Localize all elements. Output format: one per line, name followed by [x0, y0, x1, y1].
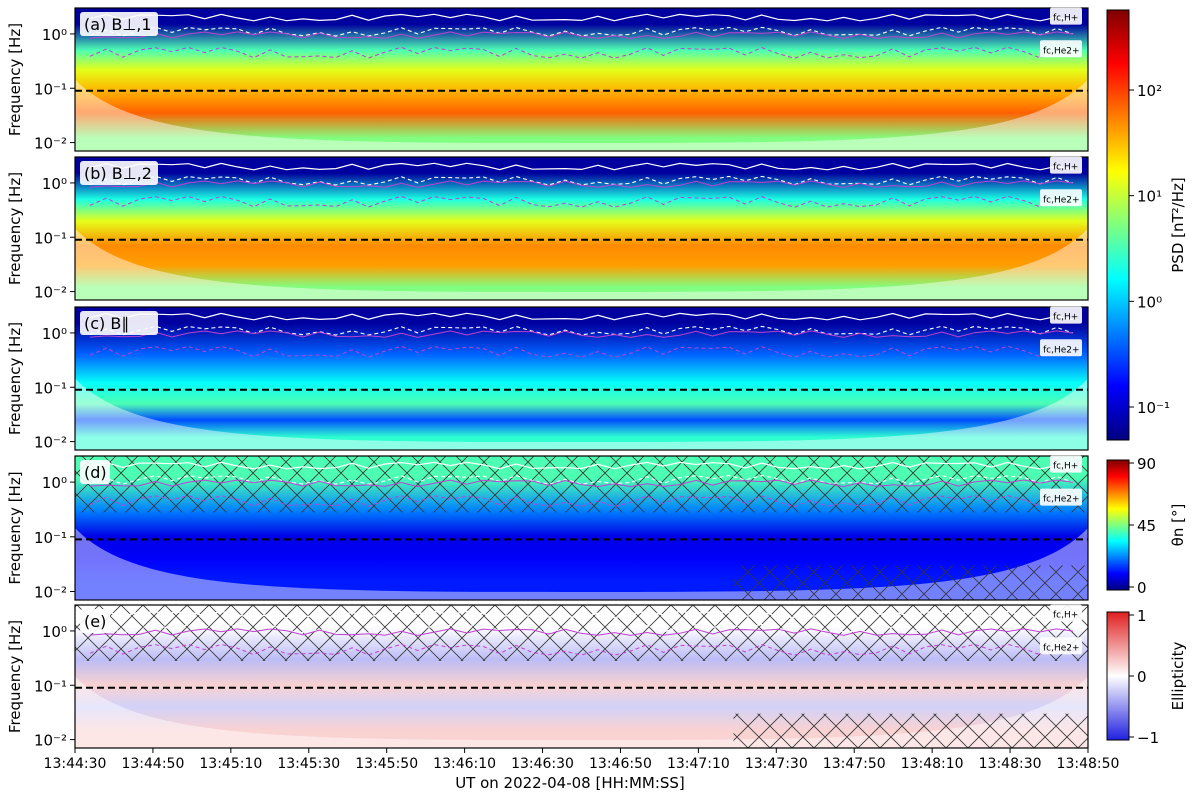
y-tick-label: 10⁻¹ [34, 80, 67, 98]
fc-h-curve [89, 610, 1074, 619]
colorbar-tick-label: 10⁻¹ [1137, 399, 1170, 417]
cone-of-influence [75, 307, 1088, 450]
x-tick-label: 13:48:50 [1057, 756, 1120, 772]
colorbar-tick-label: 90 [1137, 455, 1156, 473]
theta-colorbar: 90 45 0 θn [°] [1106, 455, 1187, 597]
y-tick-label: 10⁻² [34, 284, 67, 302]
hatched-region-right [733, 713, 1088, 748]
y-axis-label: Frequency [Hz] [6, 620, 24, 733]
fc-h-curve [89, 162, 1074, 171]
fc-he-curve [89, 180, 1074, 188]
x-axis-ticks: 13:44:30 13:44:50 13:45:10 13:45:30 13:45:50… [44, 748, 1120, 772]
x-tick-label: 13:44:50 [121, 756, 184, 772]
ellipticity-colorbar: 1 0 −1 Ellipticity [1106, 607, 1187, 747]
fc-he-curve [89, 31, 1074, 39]
panel-label: (c) B∥ [84, 314, 129, 333]
fc-he-curve [89, 330, 1074, 338]
fc-he-annotation: fc,He2+ [1043, 46, 1080, 56]
x-tick-label: 13:47:10 [667, 756, 730, 772]
panel-label: (b) B⊥,2 [84, 164, 152, 183]
fc-he-half-curve [89, 195, 1074, 208]
fc-he-curve [89, 628, 1074, 636]
y-tick-label: 10⁻² [34, 434, 67, 452]
x-tick-label: 13:47:30 [745, 756, 808, 772]
fc-he-annotation: fc,He2+ [1043, 195, 1080, 205]
ellipticity-colorbar-label: Ellipticity [1169, 642, 1187, 711]
y-axis-label: Frequency [Hz] [6, 471, 24, 584]
x-axis-label: UT on 2022-04-08 [HH:MM:SS] [455, 774, 685, 792]
fc-h-annotation: fc,H+ [1053, 611, 1078, 621]
x-tick-label: 13:47:50 [823, 756, 886, 772]
fc-he-half-curve [89, 643, 1074, 656]
spectrogram-field [75, 307, 1088, 450]
panel-c: 10⁰ 10⁻¹ 10⁻² Frequency [Hz] (c) B∥ fc,H+ fc,H… [6, 306, 1089, 452]
spectrogram-field [75, 157, 1088, 300]
colorbar-tick-label: 1 [1137, 607, 1147, 625]
x-tick-label: 13:44:30 [44, 756, 107, 772]
colorbar-tick-label: 10² [1137, 82, 1162, 100]
fc-he-annotation: fc,He2+ [1043, 345, 1080, 355]
x-tick-label: 13:46:10 [433, 756, 496, 772]
panel-label: (e) [84, 612, 106, 631]
fc-h-curve [89, 312, 1074, 321]
fc-he-annotation: fc,He2+ [1043, 643, 1080, 653]
fc-h-curve [89, 461, 1074, 470]
y-tick-label: 10⁰ [42, 175, 67, 193]
colorbar-tick-label: 10⁰ [1137, 293, 1162, 311]
x-tick-label: 13:46:50 [589, 756, 652, 772]
fc-h-annotation: fc,H+ [1053, 313, 1078, 323]
panel-b: 10⁰ 10⁻¹ 10⁻² Frequency [Hz] (b) B⊥,2 fc,H+ fc… [6, 156, 1089, 302]
panel-a: 10⁰ 10⁻¹ 10⁻² Frequency [Hz] (a) B⊥,1 fc,H+ fc… [6, 7, 1089, 153]
colorbar-tick-label: −1 [1137, 729, 1159, 747]
fc-he-curve [89, 479, 1074, 488]
x-tick-label: 13:46:30 [511, 756, 574, 772]
theta-colorbar-label: θn [°] [1169, 504, 1187, 547]
cone-of-influence [75, 8, 1088, 151]
y-tick-label: 10⁻¹ [34, 529, 67, 547]
y-tick-label: 10⁻¹ [34, 229, 67, 247]
fc-he-half-curve [89, 46, 1074, 59]
y-tick-label: 10⁻² [34, 135, 67, 153]
y-axis-label: Frequency [Hz] [6, 172, 24, 285]
colorbar-tick-label: 0 [1137, 579, 1147, 597]
y-tick-label: 10⁰ [42, 474, 67, 492]
hatched-region-right [733, 565, 1088, 600]
colorbar-tick-label: 45 [1137, 517, 1156, 535]
fc-h-curve [89, 13, 1074, 22]
y-tick-label: 10⁻² [34, 732, 67, 750]
x-tick-label: 13:48:30 [979, 756, 1042, 772]
y-tick-label: 10⁻¹ [34, 677, 67, 695]
spectrogram-field [75, 8, 1088, 151]
cone-of-influence [75, 157, 1088, 300]
x-tick-label: 13:45:50 [355, 756, 418, 772]
fc-h-annotation: fc,H+ [1053, 163, 1078, 173]
y-tick-label: 10⁻¹ [34, 379, 67, 397]
fc-he-annotation: fc,He2+ [1043, 495, 1080, 505]
x-tick-label: 13:48:10 [901, 756, 964, 772]
panel-d: 10⁰ 10⁻¹ 10⁻² Frequency [Hz] (d) fc,H+ fc,He2+ [6, 455, 1089, 602]
fc-he-half-curve [89, 345, 1074, 358]
y-tick-label: 10⁰ [42, 623, 67, 641]
x-tick-label: 13:45:30 [277, 756, 340, 772]
panel-e: 10⁰ 10⁻¹ 10⁻² Frequency [Hz] (e) fc,H+ fc,He2+ [6, 604, 1089, 750]
y-tick-label: 10⁻² [34, 584, 67, 602]
panel-label: (a) B⊥,1 [84, 15, 152, 34]
fc-he-half-curve [89, 495, 1074, 508]
fc-h-annotation: fc,H+ [1053, 462, 1078, 472]
y-axis-label: Frequency [Hz] [6, 23, 24, 136]
y-axis-label: Frequency [Hz] [6, 322, 24, 435]
y-tick-label: 10⁰ [42, 325, 67, 343]
psd-colorbar: 10² 10¹ 10⁰ 10⁻¹ PSD [nT²/Hz] [1106, 9, 1187, 441]
fc-h-annotation: fc,H+ [1053, 14, 1078, 24]
colorbar-tick-label: 0 [1137, 668, 1147, 686]
psd-colorbar-label: PSD [nT²/Hz] [1169, 177, 1187, 272]
colorbar-tick-label: 10¹ [1137, 188, 1162, 206]
panel-label: (d) [84, 463, 107, 482]
x-tick-label: 13:45:10 [199, 756, 262, 772]
y-tick-label: 10⁰ [42, 26, 67, 44]
